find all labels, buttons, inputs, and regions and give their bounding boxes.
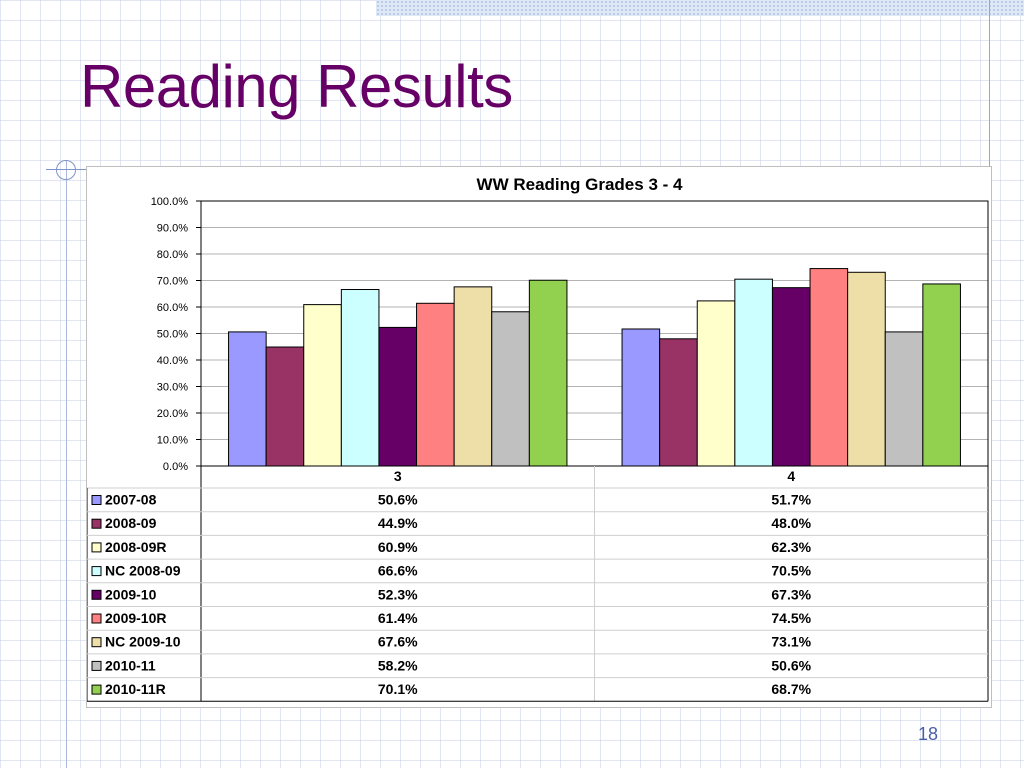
right-decorative-rule xyxy=(989,0,990,265)
top-decorative-band xyxy=(376,0,1024,16)
page-number: 18 xyxy=(917,724,938,744)
data-table-value: 73.1% xyxy=(771,634,811,650)
y-tick-label: 100.0% xyxy=(151,196,189,208)
legend-swatch xyxy=(91,637,102,648)
chart-title: WW Reading Grades 3 - 4 xyxy=(477,175,683,194)
y-tick-label: 20.0% xyxy=(157,408,188,420)
x-category-label: 3 xyxy=(394,468,402,484)
legend-swatch xyxy=(91,566,102,577)
y-tick-label: 0.0% xyxy=(163,461,188,473)
legend-swatch xyxy=(91,589,102,600)
bar xyxy=(771,287,811,467)
legend-label: 2010-11 xyxy=(105,657,156,673)
data-table-value: 61.4% xyxy=(378,610,418,626)
data-table-value: 52.3% xyxy=(378,586,418,602)
y-tick-label: 90.0% xyxy=(157,223,188,235)
y-tick-label: 30.0% xyxy=(157,382,188,394)
legend-label: 2010-11R xyxy=(105,681,166,697)
data-table-value: 66.6% xyxy=(378,563,418,579)
bar xyxy=(453,286,493,467)
legend-swatch xyxy=(91,613,102,624)
data-table-value: 58.2% xyxy=(378,657,418,673)
bar xyxy=(809,268,849,467)
data-table-value: 67.6% xyxy=(378,634,418,650)
bar xyxy=(416,302,455,467)
bar xyxy=(621,328,661,467)
data-table-value: 44.9% xyxy=(378,515,418,531)
bar xyxy=(734,278,773,467)
data-table-value: 70.5% xyxy=(771,563,811,579)
data-table-value: 50.6% xyxy=(771,657,811,673)
y-tick-label: 10.0% xyxy=(157,435,188,447)
legend-label: 2009-10 xyxy=(105,586,157,602)
bar xyxy=(659,338,698,467)
bar xyxy=(847,271,886,467)
data-table-value: 68.7% xyxy=(771,681,811,697)
legend-swatch xyxy=(91,542,102,553)
legend-swatch xyxy=(91,684,102,695)
y-tick-label: 50.0% xyxy=(157,329,188,341)
y-tick-label: 80.0% xyxy=(157,249,188,261)
legend-label: 2008-09 xyxy=(105,515,157,531)
legend-label: 2008-09R xyxy=(105,539,167,555)
data-table-value: 67.3% xyxy=(771,586,811,602)
data-table-value: 51.7% xyxy=(771,492,811,508)
left-decorative-rule xyxy=(66,160,67,768)
slide-title: Reading Results xyxy=(80,53,513,120)
title-decorative-circle xyxy=(56,160,76,180)
x-category-label: 4 xyxy=(787,468,795,484)
legend-label: 2007-08 xyxy=(105,492,157,508)
bar xyxy=(696,300,736,467)
data-table-value: 70.1% xyxy=(378,681,418,697)
legend-swatch xyxy=(91,495,102,505)
y-tick-label: 40.0% xyxy=(157,355,188,367)
bar xyxy=(378,326,418,467)
legend-label: NC 2009-10 xyxy=(105,634,181,650)
y-tick-label: 70.0% xyxy=(157,276,188,288)
chart-container: WW Reading Grades 3 - 4 0.0% 10.0% 20.0% 30.… xyxy=(86,166,992,708)
legend-swatch xyxy=(91,518,102,529)
y-axis-label: % Proficient xyxy=(87,301,90,365)
data-table-value: 60.9% xyxy=(378,539,418,555)
bar xyxy=(340,289,380,467)
data-table-value: 50.6% xyxy=(378,492,418,508)
y-tick-label: 60.0% xyxy=(157,302,188,314)
legend-swatch xyxy=(91,660,102,671)
bar xyxy=(265,346,305,467)
data-table-value: 62.3% xyxy=(771,539,811,555)
bar xyxy=(922,283,961,467)
bar xyxy=(491,311,530,467)
bar xyxy=(228,331,267,467)
bar xyxy=(528,279,568,467)
bar xyxy=(303,304,342,467)
data-table-value: 74.5% xyxy=(771,610,811,626)
data-table-value: 48.0% xyxy=(771,515,811,531)
legend-label: 2009-10R xyxy=(105,610,167,626)
legend-label: NC 2008-09 xyxy=(105,563,181,579)
bar xyxy=(884,331,924,467)
bar-chart: WW Reading Grades 3 - 4 0.0% 10.0% 20.0% 30.… xyxy=(87,175,989,702)
